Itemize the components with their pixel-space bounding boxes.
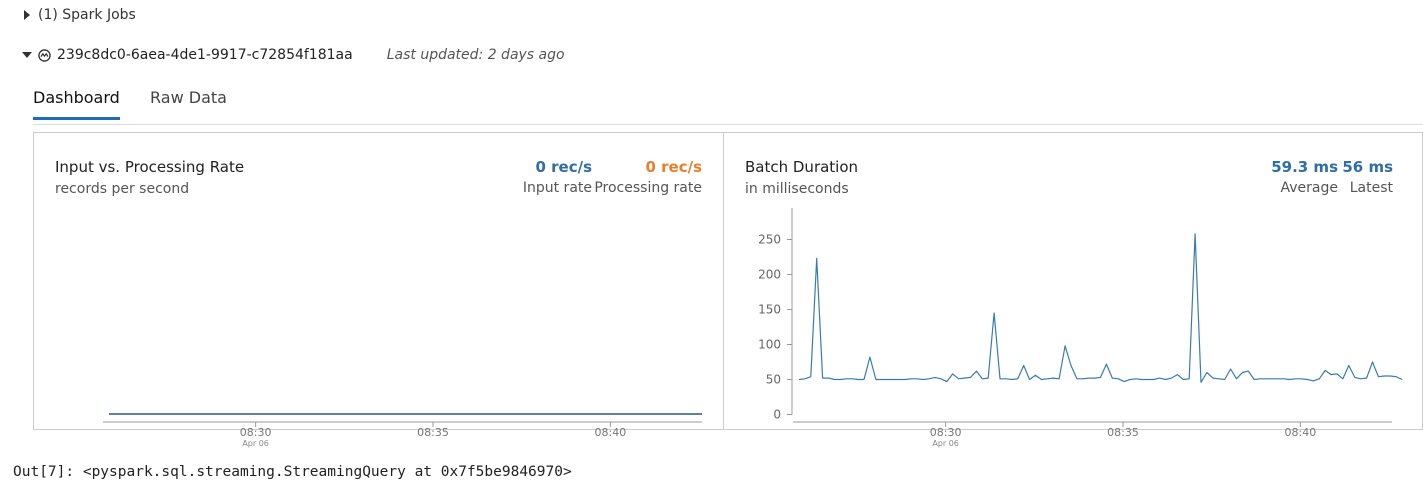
y-tick-label: 50 — [766, 373, 781, 387]
input-rate-value: 0 rec/s — [535, 158, 592, 176]
panel-title: Batch Duration — [745, 158, 859, 176]
average-value: 59.3 ms — [1271, 158, 1338, 176]
processing-rate-label: Processing rate — [594, 180, 702, 196]
processing-rate-value: 0 rec/s — [645, 158, 702, 176]
caret-down-icon[interactable] — [22, 52, 32, 58]
y-tick-label: 250 — [758, 233, 781, 247]
input-rate-metric: 0 rec/s Input rate — [523, 158, 592, 196]
average-metric: 59.3 ms Average — [1271, 158, 1338, 196]
spark-jobs-toggle[interactable]: (1) Spark Jobs — [24, 7, 136, 23]
cell-output: Out[7]: <pyspark.sql.streaming.Streaming… — [13, 464, 572, 480]
y-tick-label: 100 — [758, 338, 781, 352]
x-tick-label: 08:40 — [1285, 426, 1317, 439]
latest-label: Latest — [1349, 180, 1393, 196]
tab-raw-data[interactable]: Raw Data — [150, 88, 227, 107]
tab-dashboard[interactable]: Dashboard — [33, 88, 120, 120]
last-updated-text: Last updated: 2 days ago — [386, 47, 565, 63]
batch-duration-panel: Batch Duration in milliseconds 59.3 ms A… — [723, 132, 1423, 430]
input-vs-processing-panel: Input vs. Processing Rate records per se… — [33, 132, 724, 430]
latest-metric: 56 ms Latest — [1342, 158, 1393, 196]
query-id: 239c8dc0-6aea-4de1-9917-c72854f181aa — [57, 47, 353, 63]
streaming-query-header: 239c8dc0-6aea-4de1-9917-c72854f181aa Las… — [22, 47, 565, 63]
x-tick-label: 08:40 — [595, 426, 627, 439]
dashboard-tabs: Dashboard Raw Data — [33, 88, 1423, 125]
x-tick-label: 08:30 — [240, 426, 272, 439]
streaming-status-icon — [38, 48, 51, 62]
x-date-label: Apr 06 — [242, 439, 269, 448]
batch-duration-line — [798, 233, 1403, 383]
x-date-label: Apr 06 — [932, 439, 959, 448]
y-tick-label: 200 — [758, 268, 781, 282]
processing-rate-metric: 0 rec/s Processing rate — [594, 158, 702, 196]
x-tick-label: 08:30 — [930, 426, 962, 439]
panel-subtitle: records per second — [55, 181, 190, 197]
x-tick-label: 08:35 — [417, 426, 449, 439]
caret-right-icon — [24, 10, 30, 20]
y-tick-label: 150 — [758, 303, 781, 317]
x-tick-label: 08:35 — [1107, 426, 1139, 439]
y-tick-label: 0 — [773, 408, 781, 422]
average-label: Average — [1280, 180, 1339, 196]
latest-value: 56 ms — [1342, 158, 1393, 176]
input-rate-label: Input rate — [522, 180, 592, 196]
panel-title: Input vs. Processing Rate — [55, 158, 245, 176]
spark-jobs-label: (1) Spark Jobs — [38, 7, 136, 23]
panel-subtitle: in milliseconds — [745, 181, 849, 197]
